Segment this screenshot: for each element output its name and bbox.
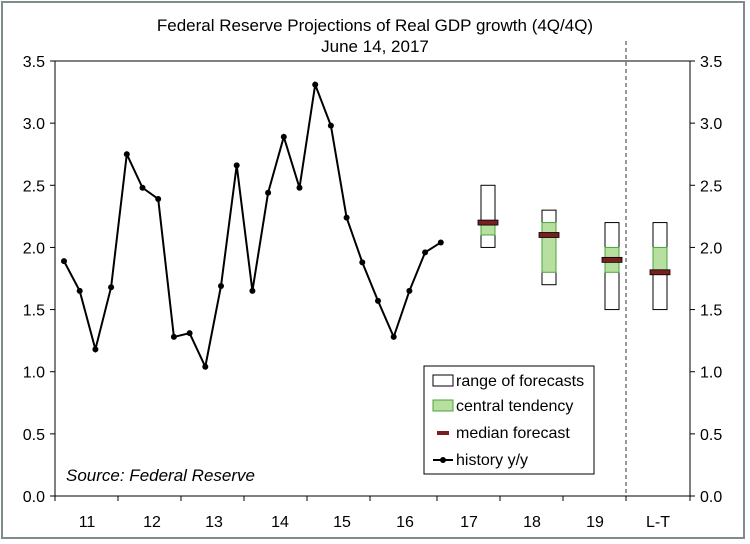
median-marker <box>477 219 499 226</box>
history-point <box>139 184 146 191</box>
x-tick-label: 12 <box>143 514 161 531</box>
history-point <box>155 195 162 202</box>
x-tick-label: 15 <box>333 514 351 531</box>
history-point <box>375 297 381 304</box>
history-point <box>296 184 303 191</box>
history-point <box>170 333 177 340</box>
y-tick-label-right: 3.0 <box>700 116 722 133</box>
history-point <box>61 258 67 265</box>
median-marker <box>601 256 623 263</box>
x-tick-label: L-T <box>646 514 670 531</box>
history-point <box>422 249 429 256</box>
history-point <box>343 214 350 221</box>
history-point <box>359 259 366 266</box>
x-tick-label: 16 <box>396 514 414 531</box>
y-tick-label-right: 0.5 <box>700 427 722 444</box>
legend: range of forecasts central tendency medi… <box>423 365 595 475</box>
history-point <box>437 239 444 246</box>
history-point <box>202 363 209 370</box>
median-marker <box>649 269 671 276</box>
x-tick-label: 17 <box>460 514 478 531</box>
legend-range-label: range of forecasts <box>456 373 584 390</box>
history-point <box>249 287 256 294</box>
x-tick-label: 18 <box>523 514 541 531</box>
history-point <box>265 189 272 196</box>
y-tick-label-right: 2.5 <box>700 178 722 195</box>
chart-title: Federal Reserve Projections of Real GDP … <box>157 16 593 35</box>
legend-median-label: median forecast <box>456 425 570 442</box>
axes: 0.0 0.0 0.5 0.5 1.0 1.0 1.5 1.5 2.0 2.0 2.5 2.5 3.0 3… <box>23 41 722 531</box>
central-tendency-box <box>541 222 557 273</box>
chart-marks <box>61 80 671 370</box>
x-tick-label: 14 <box>271 514 289 531</box>
history-point <box>218 282 224 289</box>
y-tick-label-left: 2.5 <box>23 178 45 195</box>
y-tick-label-left: 1.0 <box>23 365 45 382</box>
history-point <box>76 287 83 294</box>
y-tick-label-left: 3.0 <box>23 116 45 133</box>
history-point <box>312 81 319 88</box>
legend-median-swatch <box>437 431 449 435</box>
y-tick-label-right: 2.0 <box>700 240 722 257</box>
y-tick-label-right: 1.0 <box>700 365 722 382</box>
x-tick-label: 19 <box>586 514 604 531</box>
history-line <box>63 80 442 370</box>
y-tick-label-right: 0.0 <box>700 489 722 506</box>
range-box <box>480 184 496 248</box>
x-tick-label: 11 <box>79 514 96 531</box>
y-tick-label-left: 3.5 <box>23 54 45 71</box>
plot-area-border <box>54 60 691 497</box>
x-tick-label: 13 <box>205 514 223 531</box>
y-tick-label-right: 1.5 <box>700 303 722 320</box>
history-point <box>390 333 397 340</box>
chart-subtitle: June 14, 2017 <box>321 37 429 56</box>
legend-history-label: history y/y <box>456 452 528 469</box>
y-tick-label-left: 0.5 <box>23 427 45 444</box>
history-point <box>327 122 334 129</box>
legend-central-swatch <box>432 399 454 412</box>
history-point <box>233 162 240 169</box>
history-point <box>123 151 130 158</box>
history-point <box>406 287 413 294</box>
history-point <box>92 346 99 353</box>
legend-range-swatch <box>432 374 454 387</box>
y-tick-label-right: 3.5 <box>700 54 722 71</box>
source-note: Source: Federal Reserve <box>66 466 255 485</box>
legend-central-label: central tendency <box>456 398 573 415</box>
history-point <box>186 330 193 337</box>
y-tick-label-left: 1.5 <box>23 303 45 320</box>
history-point <box>280 133 287 140</box>
legend-history-marker <box>440 457 446 463</box>
history-point <box>108 284 115 291</box>
y-tick-label-left: 0.0 <box>23 489 45 506</box>
median-marker <box>538 232 560 238</box>
y-tick-label-left: 2.0 <box>23 240 45 257</box>
central-tendency-box <box>652 246 668 273</box>
